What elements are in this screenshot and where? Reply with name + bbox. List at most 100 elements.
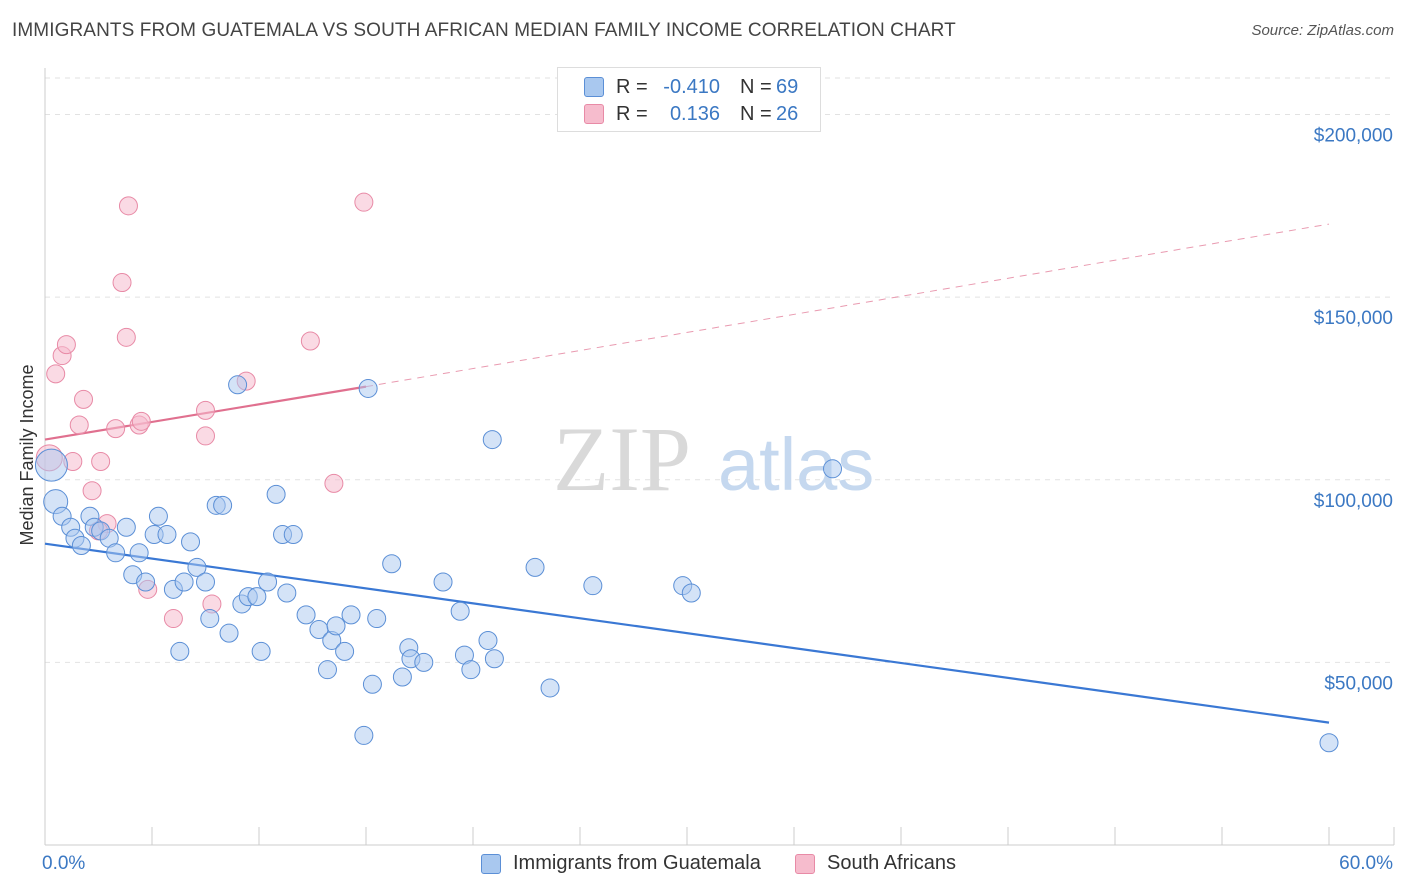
- point-guatemala: [181, 532, 201, 552]
- legend-row-south-africans: R = 0.136 N = 26: [584, 101, 798, 127]
- series-swatch-blue: [481, 853, 501, 874]
- point-guatemala: [219, 623, 239, 643]
- point-guatemala: [525, 557, 545, 577]
- point-guatemala: [362, 674, 382, 694]
- point-south-africans: [196, 400, 215, 420]
- point-south-africans: [196, 426, 215, 446]
- point-south-africans: [354, 192, 374, 212]
- x-tick-label: 0.0%: [42, 853, 85, 874]
- point-guatemala: [433, 572, 453, 592]
- legend-swatch-blue: [584, 77, 604, 97]
- point-guatemala: [170, 641, 190, 661]
- point-south-africans: [300, 331, 320, 351]
- point-guatemala: [277, 583, 297, 603]
- point-guatemala: [228, 375, 248, 395]
- point-guatemala: [148, 506, 168, 526]
- point-guatemala: [335, 641, 355, 661]
- point-guatemala: [540, 678, 560, 698]
- legend-n-label: N =: [740, 75, 772, 98]
- y-tick-label: $150,000: [1314, 308, 1393, 329]
- y-axis-label: Median Family Income: [17, 364, 37, 545]
- point-guatemala: [358, 378, 378, 398]
- point-guatemala: [200, 609, 220, 629]
- legend-row-guatemala: R = -0.410 N = 69: [584, 74, 798, 100]
- data-points: [34, 192, 1339, 753]
- series-legend-guatemala: Immigrants from Guatemala: [481, 852, 761, 875]
- correlation-legend: R = -0.410 N = 69 R = 0.136 N = 26: [557, 67, 821, 132]
- y-tick-label: $50,000: [1324, 673, 1393, 694]
- legend-n-value: 69: [776, 75, 799, 98]
- point-guatemala: [157, 525, 177, 545]
- point-guatemala: [129, 543, 149, 563]
- y-tick-label: $100,000: [1314, 491, 1393, 512]
- trend-line-guatemala: [44, 542, 1330, 724]
- point-south-africans: [324, 473, 344, 493]
- point-south-africans: [74, 389, 94, 409]
- point-south-africans: [56, 335, 76, 355]
- point-south-africans: [82, 481, 102, 501]
- point-guatemala: [681, 583, 701, 603]
- trend-line-south-africans-projection: [365, 223, 1330, 388]
- point-south-africans: [131, 411, 151, 431]
- point-guatemala: [341, 605, 361, 625]
- point-guatemala: [461, 660, 481, 680]
- point-guatemala: [382, 554, 402, 574]
- point-south-africans: [106, 419, 126, 439]
- point-guatemala: [251, 641, 271, 661]
- point-guatemala: [196, 572, 215, 592]
- tick-labels: $50,000 $100,000 $150,000 $200,000 0.0% 60.0%: [42, 126, 1393, 874]
- point-guatemala: [823, 459, 843, 479]
- legend-n-label: N =: [740, 102, 772, 125]
- legend-r-value: -0.410: [663, 75, 720, 98]
- point-guatemala: [478, 630, 498, 650]
- point-guatemala: [583, 576, 603, 596]
- legend-r-label: R =: [616, 102, 648, 125]
- series-legend-label: South Africans: [827, 852, 956, 874]
- point-south-africans: [163, 609, 183, 629]
- y-tick-label: $200,000: [1314, 126, 1393, 147]
- point-south-africans: [91, 452, 111, 471]
- point-south-africans: [69, 415, 89, 435]
- point-guatemala: [136, 572, 156, 592]
- legend-n-value: 26: [776, 102, 799, 125]
- watermark-atlas: atlas: [718, 423, 874, 506]
- point-south-africans: [46, 364, 66, 384]
- point-guatemala: [1319, 733, 1339, 753]
- point-guatemala: [116, 517, 136, 537]
- point-guatemala: [34, 448, 68, 482]
- point-guatemala: [106, 543, 126, 563]
- point-guatemala: [283, 525, 303, 545]
- legend-r-label: R =: [616, 75, 648, 98]
- series-legend: Immigrants from Guatemala South Africans: [0, 852, 1406, 878]
- point-guatemala: [354, 725, 374, 745]
- point-guatemala: [317, 660, 337, 680]
- watermark-zip: ZIP: [553, 408, 691, 510]
- legend-swatch-pink: [584, 104, 604, 124]
- point-guatemala: [450, 601, 470, 621]
- point-guatemala: [213, 495, 233, 515]
- point-south-africans: [118, 196, 138, 216]
- source-label: Source: ZipAtlas.com: [1251, 22, 1394, 39]
- chart-title: IMMIGRANTS FROM GUATEMALA VS SOUTH AFRIC…: [12, 20, 956, 41]
- point-guatemala: [414, 652, 434, 672]
- series-legend-label: Immigrants from Guatemala: [513, 852, 761, 874]
- point-guatemala: [247, 587, 267, 607]
- point-guatemala: [392, 667, 412, 687]
- point-south-africans: [112, 273, 132, 293]
- point-guatemala: [266, 484, 286, 504]
- point-south-africans: [116, 327, 136, 347]
- point-guatemala: [258, 572, 278, 592]
- x-tick-label: 60.0%: [1339, 853, 1393, 874]
- point-guatemala: [296, 605, 316, 625]
- point-guatemala: [187, 557, 207, 577]
- series-legend-south-africans: South Africans: [795, 852, 956, 875]
- gridlines: [45, 77, 1394, 663]
- point-guatemala: [174, 572, 194, 592]
- point-guatemala: [482, 430, 502, 450]
- point-guatemala: [326, 616, 346, 636]
- legend-r-value: 0.136: [669, 102, 720, 125]
- watermark: ZIP atlas: [553, 408, 874, 510]
- series-swatch-pink: [795, 853, 815, 874]
- point-guatemala: [367, 609, 387, 629]
